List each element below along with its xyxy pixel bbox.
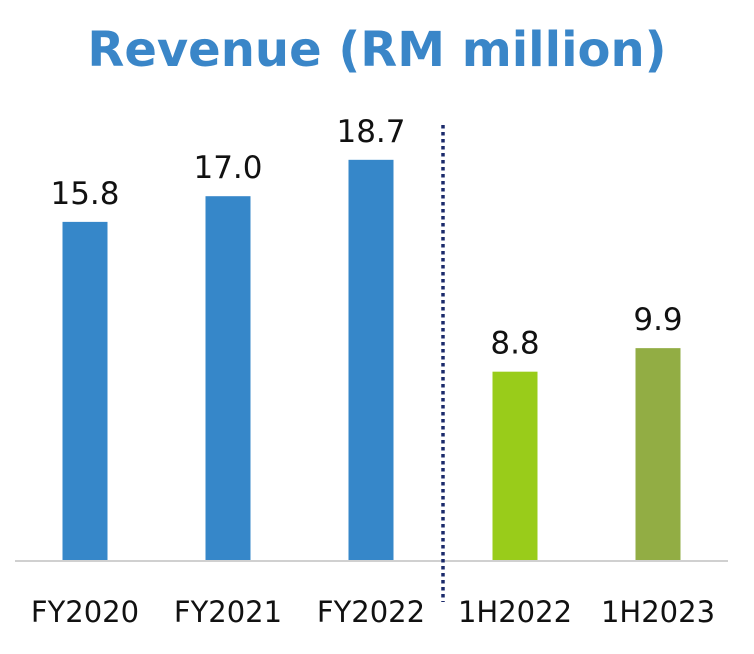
bar-fy2020	[62, 221, 108, 560]
category-label: 1H2023	[601, 595, 715, 629]
value-label: 18.7	[336, 114, 405, 150]
value-label: 17.0	[193, 150, 262, 186]
chart-title: Revenue (RM million)	[87, 22, 667, 78]
category-label: FY2022	[317, 595, 425, 629]
value-label: 9.9	[633, 302, 682, 338]
bar-fy2021	[205, 196, 251, 560]
category-label: 1H2022	[458, 595, 572, 629]
bar-1h2022	[492, 371, 538, 560]
category-label: FY2021	[174, 595, 282, 629]
bar-1h2023	[635, 348, 681, 560]
bar-fy2022	[348, 159, 394, 560]
value-label: 8.8	[490, 326, 539, 362]
value-label: 15.8	[50, 176, 119, 212]
category-label: FY2020	[31, 595, 139, 629]
